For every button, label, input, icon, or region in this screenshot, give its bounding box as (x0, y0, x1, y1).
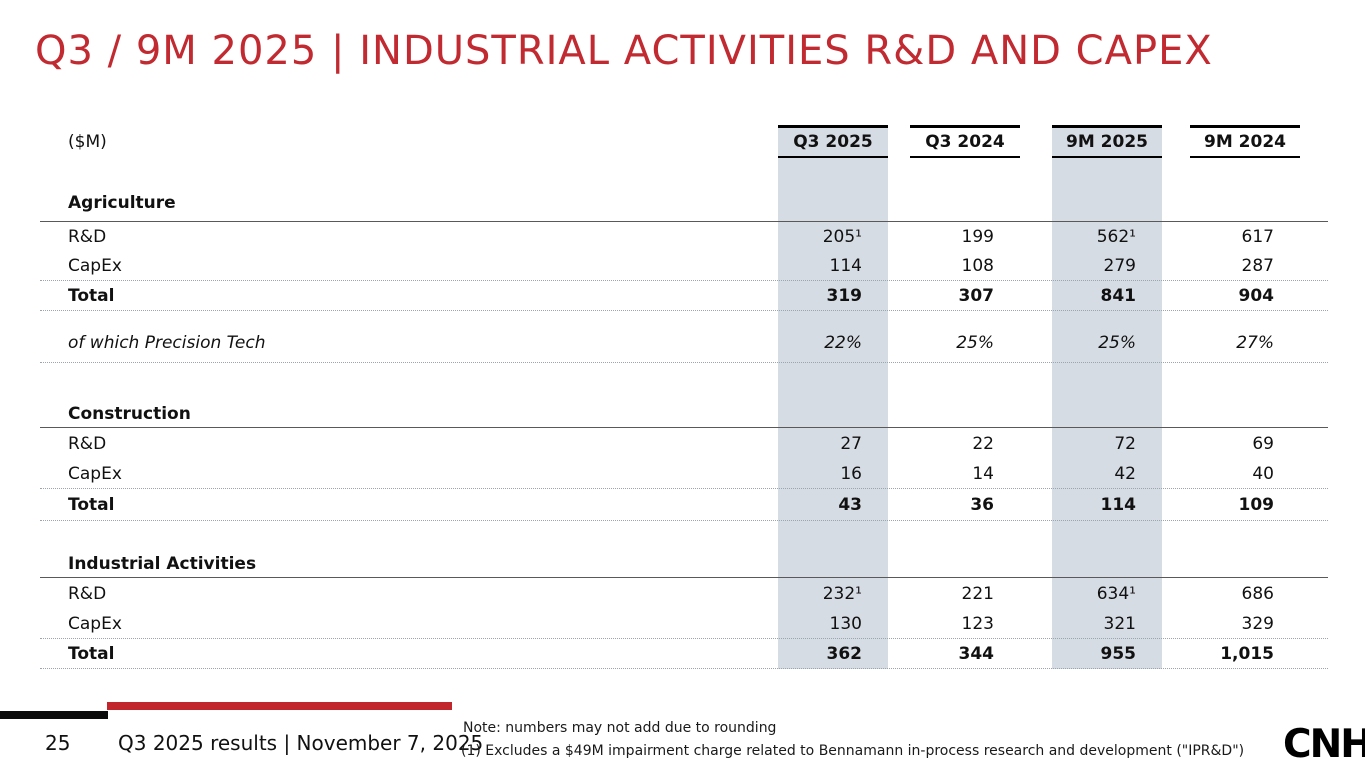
rd-capex-table: ($M) Q3 2025 Q3 2024 9M 2025 9M 2024 Agr… (40, 125, 1328, 669)
cell-q3-2025: 16 (840, 463, 862, 484)
cell-q3-2025: 114 (829, 255, 862, 276)
cell-q3-2025: 362 (826, 643, 863, 664)
table-row-industrial-capex: CapEx 130 123 321 329 (40, 609, 1328, 639)
cell-9m-2024: 27% (1236, 332, 1274, 353)
cell-9m-2024: 329 (1241, 613, 1274, 634)
section-header-agriculture: Agriculture (40, 193, 1328, 222)
row-label: CapEx (68, 463, 122, 484)
row-label: Total (68, 494, 115, 515)
cell-q3-2025: 319 (826, 285, 863, 306)
table-row-industrial-total: Total 362 344 955 1,015 (40, 639, 1328, 669)
column-header-q3-2024: Q3 2024 (910, 125, 1020, 158)
page-number: 25 (45, 731, 71, 755)
cell-q3-2025: 232¹ (822, 583, 862, 604)
table-header-row: ($M) Q3 2025 Q3 2024 9M 2025 9M 2024 (40, 125, 1328, 158)
highlight-band-q3-2025 (778, 127, 888, 669)
table-row-construction-capex: CapEx 16 14 42 40 (40, 459, 1328, 489)
cell-9m-2025: 955 (1100, 643, 1137, 664)
cell-q3-2024: 221 (961, 583, 994, 604)
cell-9m-2024: 1,015 (1220, 643, 1274, 664)
cell-q3-2024: 344 (958, 643, 995, 664)
cell-q3-2024: 108 (961, 255, 994, 276)
section-title: Agriculture (68, 193, 176, 213)
cell-9m-2025: 321 (1103, 613, 1136, 634)
cell-9m-2025: 634¹ (1096, 583, 1136, 604)
cell-q3-2024: 199 (961, 226, 994, 247)
cell-9m-2024: 617 (1241, 226, 1274, 247)
cell-9m-2025: 72 (1114, 433, 1136, 454)
cell-q3-2024: 14 (972, 463, 994, 484)
cell-q3-2025: 205¹ (822, 226, 862, 247)
row-label: CapEx (68, 255, 122, 276)
cell-q3-2025: 22% (824, 332, 862, 353)
row-label: R&D (68, 433, 107, 454)
cell-9m-2025: 279 (1103, 255, 1136, 276)
slide-title: Q3 / 9M 2025 | INDUSTRIAL ACTIVITIES R&D… (35, 28, 1213, 74)
cell-9m-2025: 42 (1114, 463, 1136, 484)
row-label: CapEx (68, 613, 122, 634)
cell-9m-2024: 686 (1241, 583, 1274, 604)
table-row-agriculture-total: Total 319 307 841 904 (40, 281, 1328, 311)
highlight-band-9m-2025 (1052, 127, 1162, 669)
footnote-impairment: (1) Excludes a $49M impairment charge re… (461, 743, 1245, 759)
cell-q3-2024: 22 (972, 433, 994, 454)
cell-9m-2024: 69 (1252, 433, 1274, 454)
cell-q3-2025: 27 (840, 433, 862, 454)
footer-presentation-label: Q3 2025 results | November 7, 2025 (118, 731, 484, 755)
column-header-9m-2025: 9M 2025 (1052, 125, 1162, 158)
section-header-construction: Construction (40, 404, 1328, 428)
cell-9m-2024: 287 (1241, 255, 1274, 276)
cell-9m-2025: 562¹ (1096, 226, 1136, 247)
section-header-industrial-activities: Industrial Activities (40, 554, 1328, 578)
cell-q3-2025: 43 (838, 494, 862, 515)
cell-9m-2025: 841 (1100, 285, 1137, 306)
table-row-construction-rd: R&D 27 22 72 69 (40, 428, 1328, 459)
cell-q3-2025: 130 (829, 613, 862, 634)
footer-red-bar (107, 702, 452, 710)
table-row-industrial-rd: R&D 232¹ 221 634¹ 686 (40, 578, 1328, 609)
cell-q3-2024: 36 (970, 494, 994, 515)
cell-9m-2024: 40 (1252, 463, 1274, 484)
cell-9m-2025: 114 (1100, 494, 1137, 515)
footer-black-bar (0, 711, 108, 719)
cell-9m-2024: 904 (1238, 285, 1275, 306)
column-header-q3-2025: Q3 2025 (778, 125, 888, 158)
cell-q3-2024: 25% (956, 332, 994, 353)
footnote-rounding: Note: numbers may not add due to roundin… (463, 720, 777, 736)
column-header-9m-2024: 9M 2024 (1190, 125, 1300, 158)
cell-q3-2024: 307 (958, 285, 995, 306)
table-row-precision-tech: of which Precision Tech 22% 25% 25% 27% (40, 323, 1328, 363)
row-label: Total (68, 643, 115, 664)
cell-9m-2024: 109 (1238, 494, 1275, 515)
table-row-construction-total: Total 43 36 114 109 (40, 489, 1328, 521)
row-label: R&D (68, 583, 107, 604)
unit-label: ($M) (68, 131, 107, 152)
row-label: of which Precision Tech (68, 332, 266, 353)
table-row-agriculture-capex: CapEx 114 108 279 287 (40, 251, 1328, 281)
cnh-logo: CNH (1283, 722, 1365, 767)
table-row-agriculture-rd: R&D 205¹ 199 562¹ 617 (40, 222, 1328, 251)
cell-9m-2025: 25% (1098, 332, 1136, 353)
section-title: Industrial Activities (68, 554, 257, 574)
row-label: R&D (68, 226, 107, 247)
section-title: Construction (68, 404, 191, 424)
cell-q3-2024: 123 (961, 613, 994, 634)
row-label: Total (68, 285, 115, 306)
